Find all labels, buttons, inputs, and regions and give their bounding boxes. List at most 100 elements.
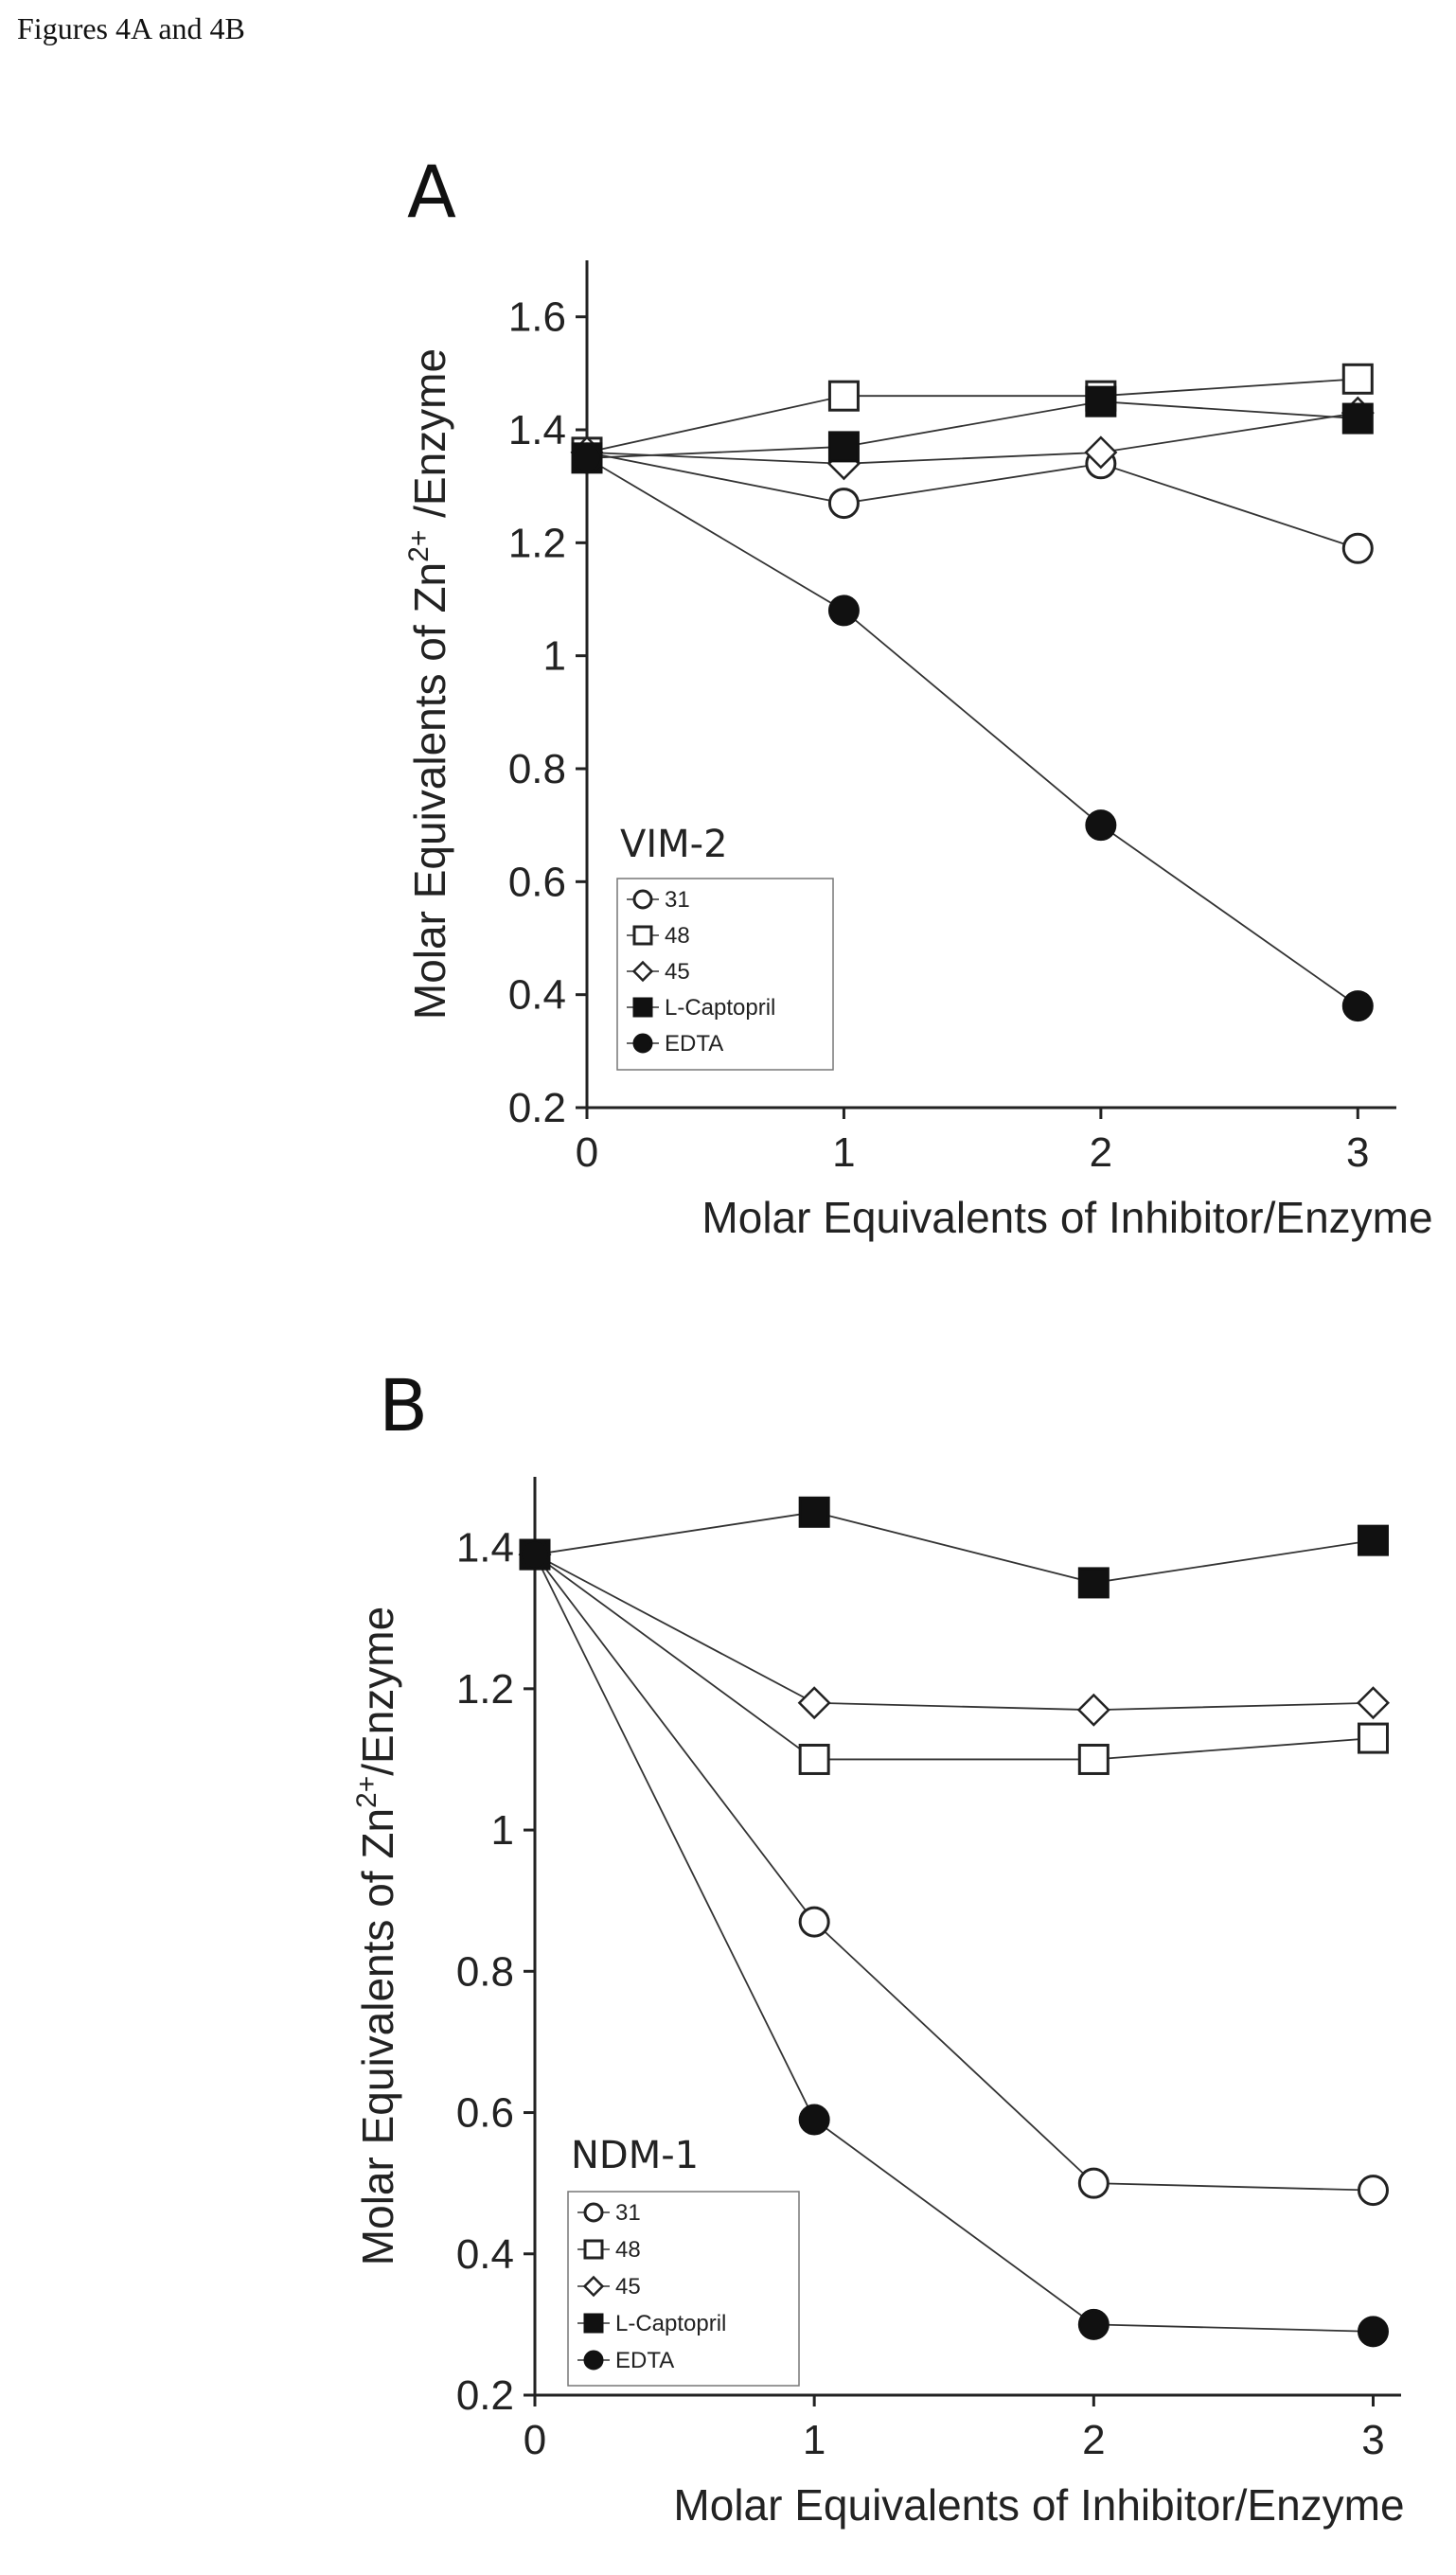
chart-b-legend-label-45: 45: [615, 2274, 641, 2300]
chart-a-legend-label-edta: EDTA: [665, 1031, 723, 1057]
chart-a-y-tick-label: 1.2: [508, 520, 566, 566]
chart-b-point-31: [1077, 2167, 1110, 2199]
chart-b-legend-label-l-captopril: L-Captopril: [615, 2311, 726, 2336]
chart-a-point-l-captopril: [827, 431, 860, 463]
chart-b-point-48: [1357, 1722, 1389, 1754]
chart-a-x-tick-label: 3: [1346, 1129, 1369, 1176]
chart-b-x-tick-label: 2: [1082, 2417, 1105, 2463]
chart-a-legend-label-48: 48: [665, 923, 690, 949]
chart-b-legend-label-31: 31: [615, 2200, 641, 2226]
chart-a-series-line-45: [586, 412, 1358, 465]
chart-b-y-tick-label: 0.2: [456, 2372, 514, 2419]
chart-a-series-line-31: [586, 451, 1358, 550]
chart-b-x-axis-label: Molar Equivalents of Inhibitor/Enzyme: [673, 2480, 1404, 2530]
chart-a-point-l-captopril: [1085, 385, 1117, 417]
chart-a-series-45: [570, 396, 1375, 481]
chart-b-legend-marker-l-captopril: [583, 2313, 604, 2334]
chart-a-y-tick-label: 1: [543, 633, 566, 680]
chart-b-legend-marker-45: [582, 2275, 605, 2298]
chart-b-legend-label-edta: EDTA: [615, 2348, 674, 2373]
chart-a-point-l-captopril: [1341, 402, 1374, 435]
chart-a-x-axis-label: Molar Equivalents of Inhibitor/Enzyme: [701, 1193, 1432, 1242]
chart-a-x-tick-label: 2: [1090, 1129, 1112, 1176]
chart-b-legend-marker-edta: [583, 2350, 604, 2371]
chart-b-series-line-31: [534, 1554, 1374, 2192]
chart-a-point-48: [1341, 363, 1374, 395]
chart-a-legend-marker-45: [631, 960, 654, 983]
chart-b-series-45: [518, 1537, 1391, 1727]
chart-a-y-tick-label: 0.4: [508, 972, 566, 1019]
chart-a-legend-marker-edta: [632, 1033, 653, 1054]
chart-b-y-tick-label: 1.4: [456, 1525, 514, 1572]
chart-a-legend-label-l-captopril: L-Captopril: [665, 995, 775, 1021]
chart-b-x-tick-label: 3: [1361, 2417, 1384, 2463]
chart-a: 0.2 0.4 0.6 0.8 1 1.2 1.4 1.6 0 1 2 3 Molar Equivale…: [403, 260, 1433, 1242]
chart-a-series-line-edta: [586, 457, 1358, 1007]
chart-b-point-edta: [519, 1538, 551, 1571]
chart-b-point-l-captopril: [1357, 1524, 1389, 1556]
chart-a-enzyme-label: VIM-2: [620, 823, 728, 866]
chart-a-point-edta: [1085, 809, 1117, 842]
chart-b-point-edta: [798, 2104, 830, 2136]
chart-b-point-31: [798, 1906, 830, 1938]
chart-b-point-45: [797, 1686, 831, 1720]
chart-a-legend: [616, 878, 834, 1071]
chart-a-y-tick-label: 1.6: [508, 294, 566, 341]
chart-b-point-31: [1357, 2175, 1389, 2207]
chart-a-y-tick-label: 0.2: [508, 1085, 566, 1131]
chart-a-y-tick-label: 1.4: [508, 407, 566, 453]
chart-a-series-line-l-captopril: [586, 400, 1358, 459]
chart-a-x-tick-label: 0: [576, 1129, 598, 1176]
chart-b-point-48: [1077, 1743, 1110, 1775]
chart-b-x-tick-label: 0: [524, 2417, 546, 2463]
panel-a-label: A: [407, 150, 456, 234]
chart-a-legend-marker-31: [632, 889, 653, 910]
chart-b-point-l-captopril: [798, 1496, 830, 1528]
chart-b-point-48: [798, 1743, 830, 1775]
chart-b-legend-marker-48: [583, 2239, 604, 2260]
chart-a-series-line-48: [586, 378, 1358, 453]
chart-a-series-edta: [571, 442, 1374, 1022]
chart-b-series-48: [519, 1538, 1389, 1775]
chart-a-point-edta: [827, 595, 860, 627]
chart-b-point-45: [1356, 1686, 1391, 1720]
chart-a-legend-label-31: 31: [665, 887, 690, 913]
chart-a-x-tick-label: 1: [832, 1129, 855, 1176]
chart-b-series-line-48: [534, 1554, 1374, 1761]
chart-b-point-45: [1076, 1693, 1110, 1727]
chart-a-legend-marker-l-captopril: [632, 997, 653, 1018]
chart-b-series-line-l-captopril: [534, 1511, 1374, 1584]
chart-b: 0.2 0.4 0.6 0.8 1 1.2 1.4 0 1 2 3 Molar Equivalents…: [351, 1477, 1405, 2530]
figure-header: Figures 4A and 4B: [17, 11, 245, 45]
chart-b-series-edta: [519, 1538, 1389, 2348]
chart-a-point-48: [827, 380, 860, 412]
chart-b-point-edta: [1077, 2308, 1110, 2340]
panel-b-label: B: [379, 1363, 429, 1447]
chart-b-point-edta: [1357, 2316, 1389, 2348]
chart-a-point-31: [1341, 532, 1374, 564]
chart-b-legend-label-48: 48: [615, 2237, 641, 2263]
chart-a-series-48: [571, 363, 1374, 469]
chart-b-legend-marker-31: [583, 2202, 604, 2223]
chart-b-y-tick-label: 1.2: [456, 1666, 514, 1713]
chart-b-y-tick-label: 0.4: [456, 2231, 514, 2278]
chart-b-y-tick-label: 1: [491, 1807, 514, 1854]
chart-b-y-tick-label: 0.8: [456, 1948, 514, 1995]
chart-a-y-tick-label: 0.8: [508, 746, 566, 792]
chart-a-point-45: [1084, 435, 1118, 470]
chart-b-legend: [567, 2191, 800, 2387]
chart-b-y-tick-label: 0.6: [456, 2090, 514, 2137]
chart-a-y-tick-label: 0.6: [508, 859, 566, 905]
chart-b-series-line-45: [534, 1554, 1374, 1712]
chart-b-series-line-edta: [534, 1554, 1374, 2333]
chart-a-y-axis-label: Molar Equivalents of Zn2+ /Enzyme: [403, 348, 454, 1020]
chart-a-point-31: [827, 488, 860, 520]
chart-a-point-edta: [1341, 990, 1374, 1022]
chart-b-y-axis-label: Molar Equivalents of Zn2+/Enzyme: [351, 1607, 402, 2265]
chart-b-x-tick-label: 1: [803, 2417, 826, 2463]
chart-a-legend-label-45: 45: [665, 959, 690, 985]
chart-b-enzyme-label: NDM-1: [571, 2134, 699, 2177]
chart-a-legend-marker-48: [632, 925, 653, 946]
chart-b-point-l-captopril: [1077, 1567, 1110, 1599]
chart-a-point-edta: [571, 442, 603, 474]
